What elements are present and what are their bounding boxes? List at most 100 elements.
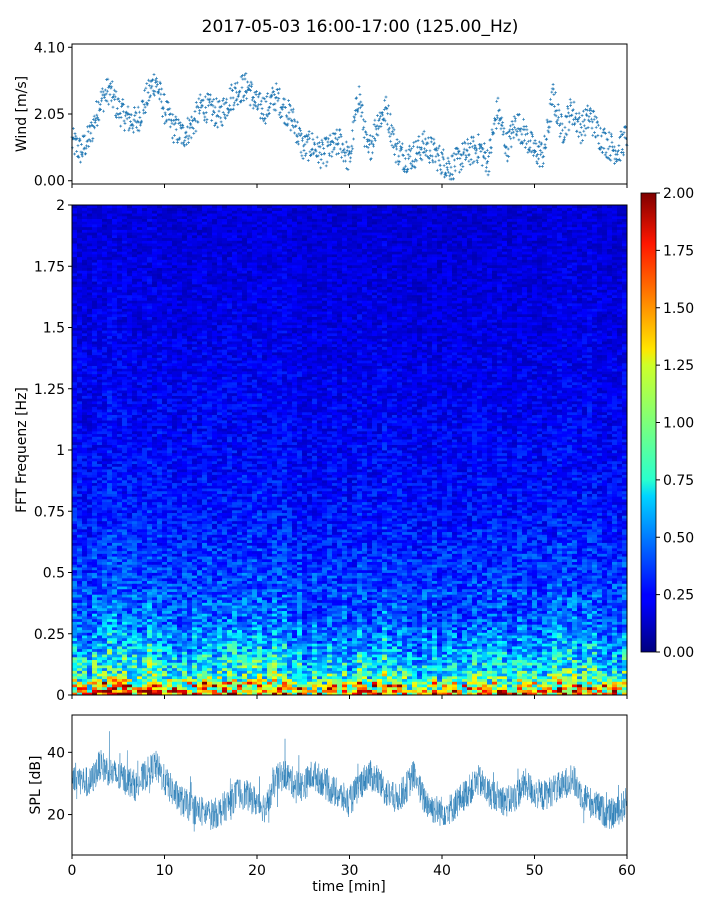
fft-cell — [237, 577, 243, 582]
fft-cell — [437, 692, 443, 696]
fft-cell — [552, 618, 558, 622]
fft-cell — [487, 692, 493, 696]
fft-cell — [612, 667, 618, 671]
fft-cell — [147, 689, 153, 693]
fft-cell — [282, 665, 288, 669]
fft-cell — [157, 594, 163, 598]
fft-cell — [242, 594, 248, 598]
fft-cell — [302, 583, 308, 587]
fft-cell — [97, 651, 103, 655]
fft-cell — [352, 594, 358, 598]
fft-cell — [252, 686, 258, 690]
fft-cell — [592, 624, 598, 628]
fft-cell — [547, 659, 553, 663]
fft-cell — [282, 602, 288, 606]
fft-cell — [462, 607, 468, 612]
fft-cell — [527, 681, 533, 685]
fft-cell — [517, 572, 523, 576]
fft-cell — [432, 654, 438, 658]
fft-cell — [197, 577, 203, 582]
fft-cell — [347, 684, 353, 688]
fft-cell — [247, 629, 253, 633]
fft-cell — [417, 588, 423, 592]
fft-cell — [302, 588, 308, 592]
fft-cell — [157, 692, 163, 696]
fft-cell — [282, 605, 288, 609]
fft-cell — [527, 610, 533, 614]
fft-cell — [187, 684, 193, 688]
fft-cell — [172, 616, 178, 620]
fft-cell — [412, 659, 418, 663]
fft-cell — [502, 613, 508, 617]
fft-cell — [227, 586, 233, 590]
fft-cell — [332, 681, 338, 685]
fft-cell — [82, 583, 88, 587]
fft-cell — [452, 659, 458, 663]
fft-cell — [257, 659, 263, 663]
fft-cell — [412, 586, 418, 590]
fft-cell — [232, 610, 238, 614]
fft-cell — [127, 686, 133, 690]
fft-cell — [292, 656, 298, 661]
fft-cell — [217, 656, 223, 661]
fft-cell — [577, 646, 583, 650]
fft-cell — [362, 648, 368, 652]
fft-cell — [187, 629, 193, 633]
fft-cell — [117, 583, 123, 587]
fft-cell — [292, 667, 298, 671]
fft-cell — [352, 656, 358, 661]
fft-cell — [142, 610, 148, 614]
fft-cell — [517, 597, 523, 601]
fft-cell — [457, 588, 463, 592]
fft-cell — [467, 684, 473, 688]
fft-cell — [277, 602, 283, 606]
fft-cell — [107, 605, 113, 609]
fft-cell — [417, 662, 423, 666]
fft-cell — [547, 575, 553, 579]
fft-cell — [142, 673, 148, 677]
fft-cell — [442, 632, 448, 636]
fft-cell — [97, 629, 103, 633]
fft-cell — [317, 635, 323, 639]
fft-cell — [602, 577, 608, 582]
fft-cell — [247, 665, 253, 669]
fft-cell — [237, 597, 243, 601]
fft-cell — [382, 572, 388, 576]
fft-cell — [582, 610, 588, 614]
fft-cell — [202, 624, 208, 628]
fft-cell — [497, 621, 503, 625]
fft-cell — [522, 610, 528, 614]
fft-cell — [72, 594, 78, 598]
fft-cell — [292, 575, 298, 579]
fft-cell — [462, 670, 468, 674]
fft-cell — [562, 597, 568, 601]
fft-cell — [582, 580, 588, 584]
fft-cell — [272, 599, 278, 603]
fft-cell — [412, 662, 418, 666]
fft-cell — [412, 583, 418, 587]
fft-cell — [607, 656, 613, 661]
fft-cell — [282, 594, 288, 598]
fft-cell — [542, 681, 548, 685]
fft-cell — [482, 583, 488, 587]
fft-cell — [397, 651, 403, 655]
fft-cell — [617, 621, 623, 625]
fft-cell — [322, 667, 328, 671]
fft-cell — [107, 686, 113, 690]
fft-cell — [327, 692, 333, 696]
fft-cell — [422, 684, 428, 688]
fft-cell — [387, 692, 393, 696]
fft-cell — [207, 618, 213, 622]
fft-cell — [412, 577, 418, 582]
fft-cell — [617, 594, 623, 598]
fft-cell — [462, 667, 468, 671]
fft-cell — [322, 673, 328, 677]
fft-cell — [72, 605, 78, 609]
fft-cell — [472, 613, 478, 617]
fft-cell — [537, 605, 543, 609]
fft-cell — [257, 599, 263, 603]
fft-cell — [292, 588, 298, 592]
fft-cell — [507, 572, 513, 576]
fft-cell — [407, 616, 413, 620]
fft-cell — [577, 681, 583, 685]
